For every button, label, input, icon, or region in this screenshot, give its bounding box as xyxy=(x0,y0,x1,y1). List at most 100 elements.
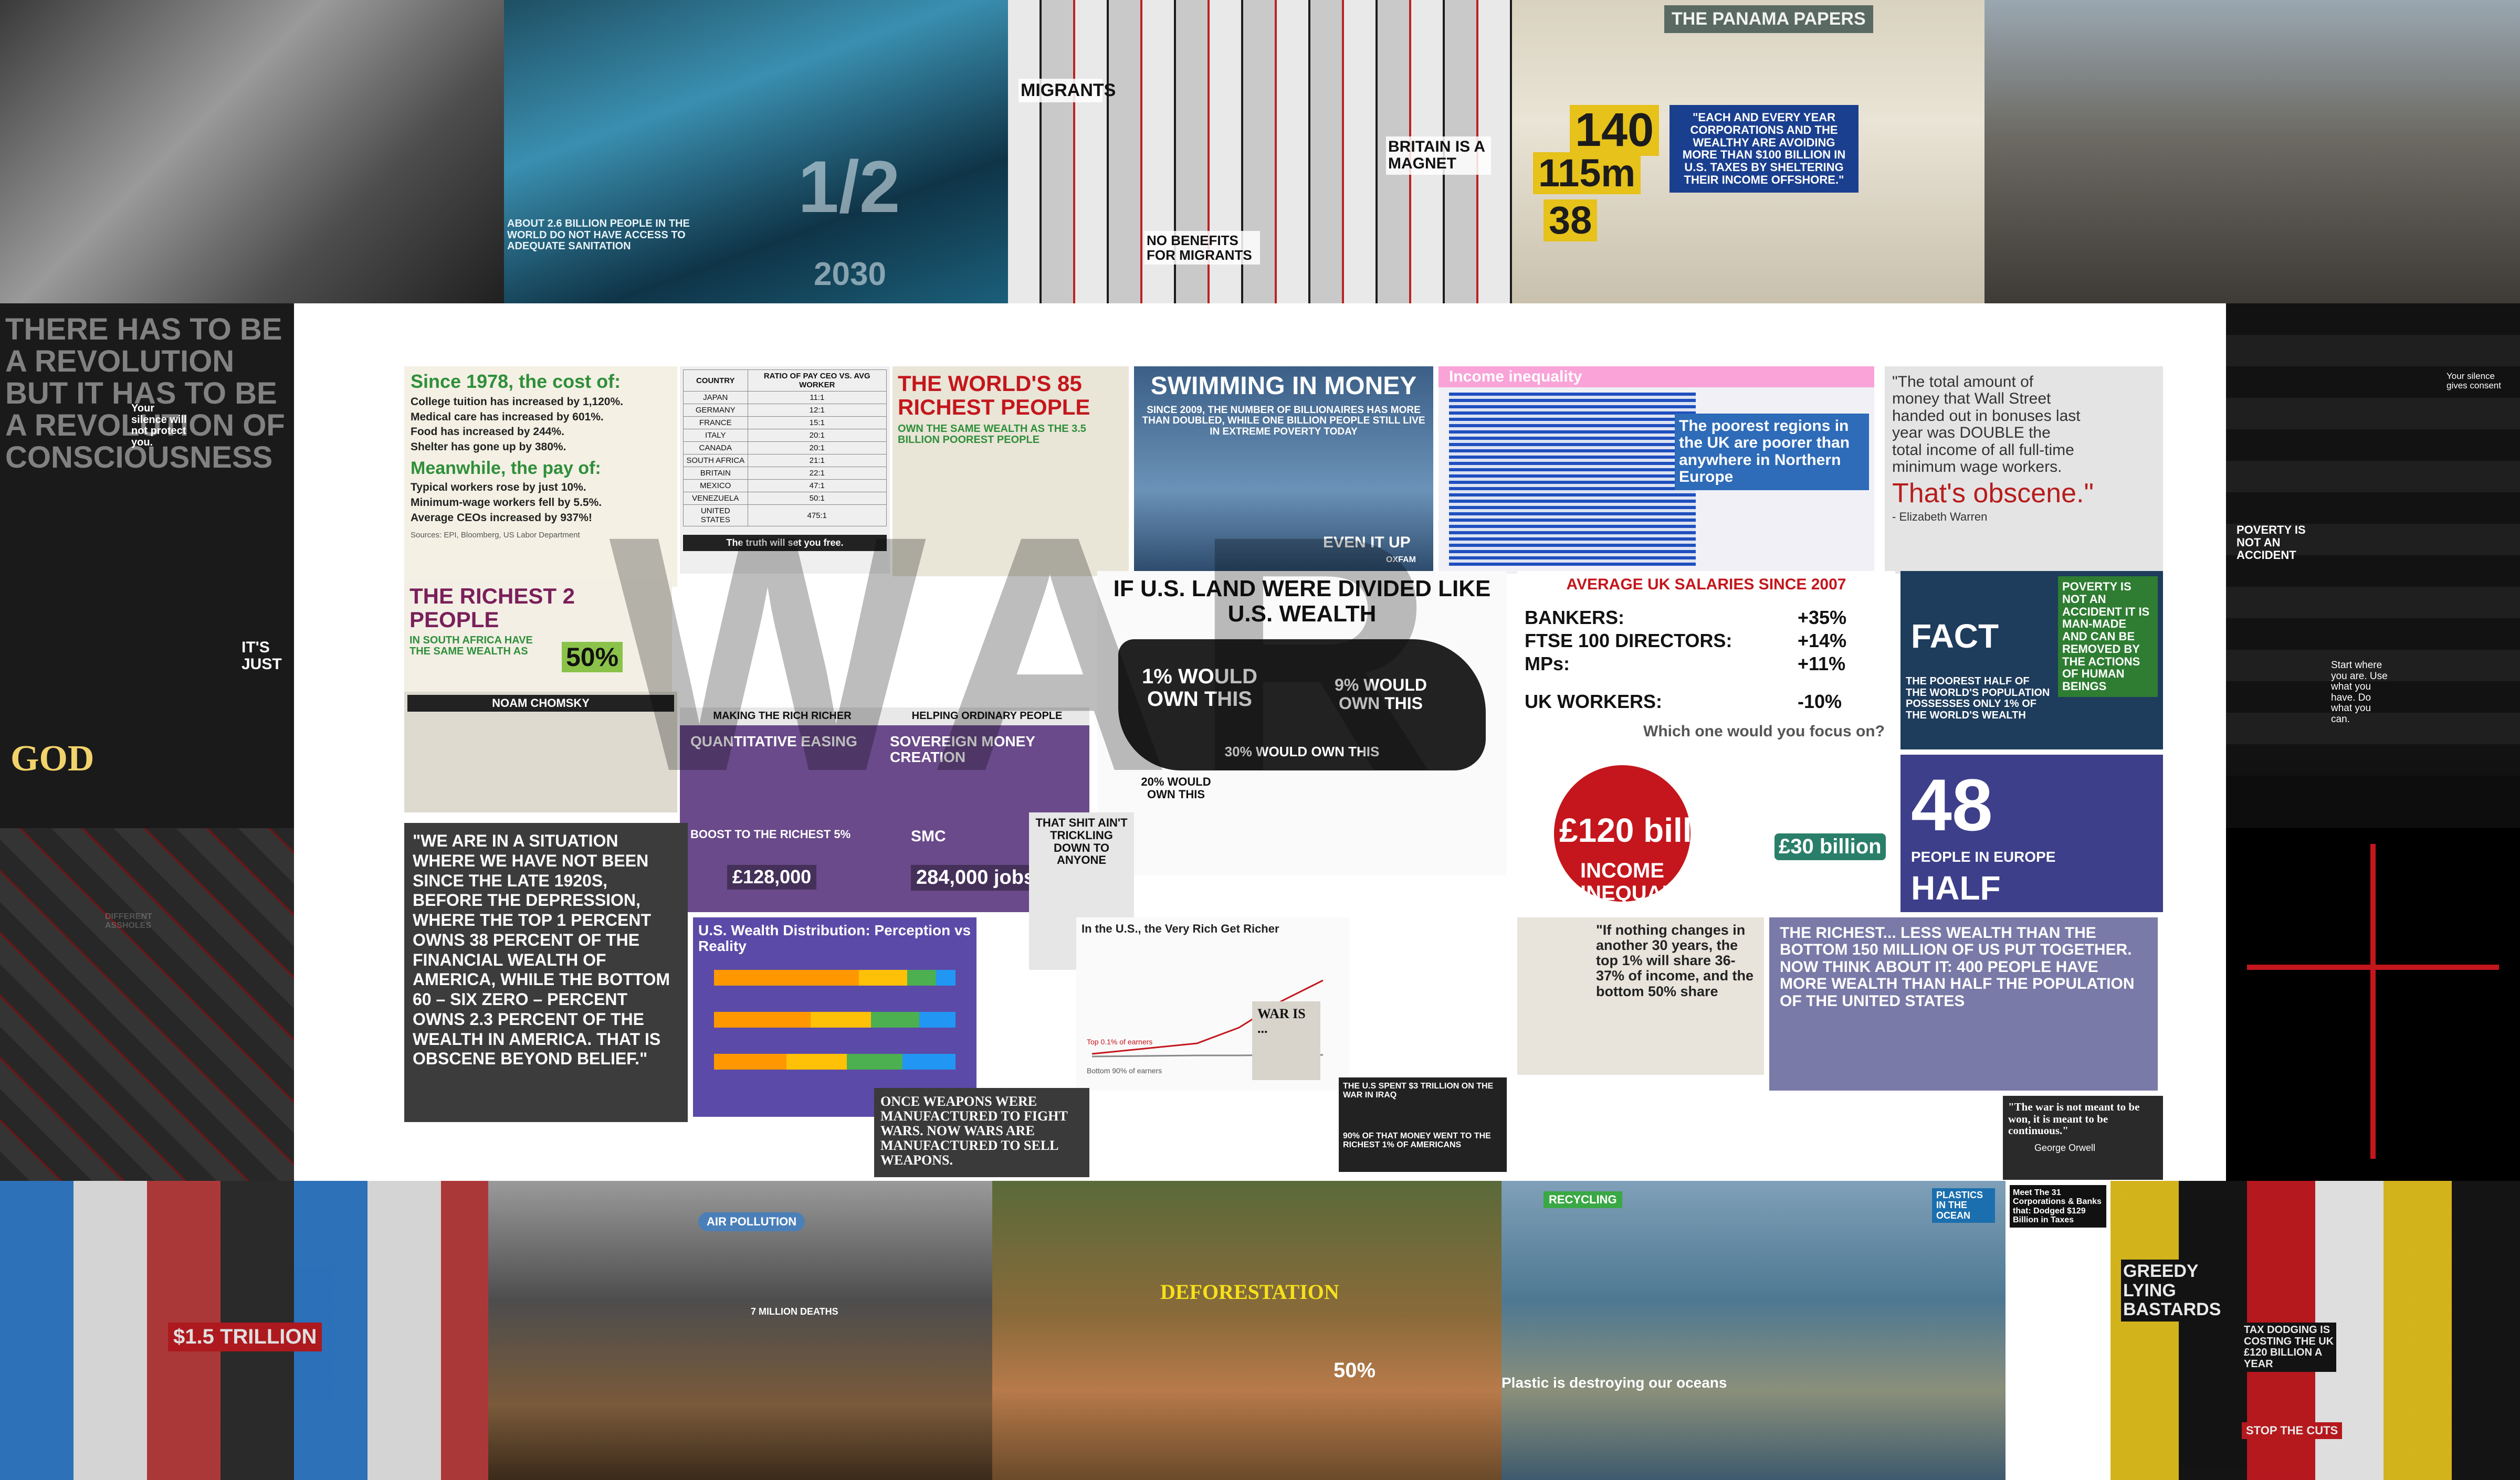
nothing-changes-quote: "If nothing changes in another 30 years,… xyxy=(1596,922,1754,999)
start-where-quote: Start where you are. Use what you have. … xyxy=(2331,660,2388,725)
richest-85-title: THE WORLD'S 85 RICHEST PEOPLE xyxy=(898,371,1090,420)
war-sign-panel: WAR IS ... xyxy=(1252,1001,1320,1080)
salary-value-ftse: +14% xyxy=(1798,630,1847,651)
silence-consent-quote: Your silence gives consent xyxy=(2446,371,2501,391)
income-inequality-title: Income inequality xyxy=(1438,366,1874,387)
table-row: SOUTH AFRICA 21:1 xyxy=(683,454,887,467)
making-rich-richer-panel: MAKING THE RICH RICHER HELPING ORDINARY … xyxy=(680,707,1089,912)
wealth-distribution-panel: U.S. Wealth Distribution: Perception vs … xyxy=(693,917,976,1117)
right-quotes-tile xyxy=(2226,303,2520,776)
table-row: FRANCE 15:1 xyxy=(683,416,887,429)
table-header-ratio: RATIO OF PAY CEO VS. AVG WORKER xyxy=(747,369,887,392)
very-rich-title: In the U.S., the Very Rich Get Richer xyxy=(1082,922,1279,935)
table-cell-ratio: 47:1 xyxy=(747,479,887,492)
table-header-country: COUNTRY xyxy=(683,369,748,392)
table-cell-country: FRANCE xyxy=(683,416,748,429)
fact-title: FACT xyxy=(1911,617,1999,655)
weapons-quote-panel: ONCE WEAPONS WERE MANUFACTURED TO FIGHT … xyxy=(874,1088,1089,1177)
income-inequality-label: INCOME INEQUALITY xyxy=(1580,859,1708,905)
trickle-sign-text: THAT SHIT AIN'T TRICKLING DOWN TO ANYONE xyxy=(1035,816,1128,867)
land-9pct: 9% WOULD OWN THIS xyxy=(1335,675,1427,713)
top-collage-band: ABOUT 2.6 BILLION PEOPLE IN THE WORLD DO… xyxy=(0,0,2520,303)
europe-48-num: 48 xyxy=(1911,764,1993,846)
table-row: CANADA 20:1 xyxy=(683,441,887,454)
richest-85-panel: THE WORLD'S 85 RICHEST PEOPLE OWN THE SA… xyxy=(892,366,1129,576)
pay-line-3: Average CEOs increased by 937%! xyxy=(411,511,592,524)
trillion-badge: $1.5 TRILLION xyxy=(168,1323,322,1352)
salary-label-ftse: FTSE 100 DIRECTORS: xyxy=(1525,630,1732,651)
us-land-divided-panel: IF U.S. LAND WERE DIVIDED LIKE U.S. WEAL… xyxy=(1097,571,1507,875)
billion-circle xyxy=(1554,765,1690,902)
uk-salaries-title: AVERAGE UK SALARIES SINCE 2007 xyxy=(1566,576,1846,593)
fifty-percent: 50% xyxy=(1334,1359,1376,1382)
table-cell-ratio: 20:1 xyxy=(747,441,887,454)
cost-line-3: Food has increased by 244%. xyxy=(411,426,564,438)
wealth-distribution-title: U.S. Wealth Distribution: Perception vs … xyxy=(698,922,971,955)
salary-value-workers: -10% xyxy=(1798,691,1842,712)
billion-value: £120 billion xyxy=(1559,811,1742,849)
plastics-ocean-tile: RECYCLING PLASTICS IN THE OCEAN Plastic … xyxy=(1502,1181,2006,1480)
swimming-sub: SINCE 2009, THE NUMBER OF BILLIONAIRES H… xyxy=(1142,404,1425,437)
richest-85-sub: OWN THE SAME WEALTH AS THE 3.5 BILLION P… xyxy=(898,422,1086,446)
deforestation-tile: DEFORESTATION 50% xyxy=(992,1181,1502,1480)
top-earners-label: Top 0.1% of earners xyxy=(1087,1038,1153,1046)
salary-value-mps: +11% xyxy=(1798,653,1846,674)
tax-billion-panel: £120 billion INCOME INEQUALITY £30 billi… xyxy=(1517,755,1895,923)
table-cell-country: ITALY xyxy=(683,429,748,442)
table-row: JAPAN 11:1 xyxy=(683,391,887,404)
income-inequality-panel: Income inequality The poorest regions in… xyxy=(1438,366,1874,574)
situation-quote: "WE ARE IN A SITUATION WHERE WE HAVE NOT… xyxy=(413,831,670,1069)
cost-line-1: College tuition has increased by 1,120%. xyxy=(411,395,623,408)
ceo-pay-ratio-table-panel: COUNTRY RATIO OF PAY CEO VS. AVG WORKER … xyxy=(680,366,890,574)
war-sign-text: WAR IS ... xyxy=(1257,1006,1306,1037)
table-row: BRITAIN 22:1 xyxy=(683,467,887,480)
recycling-label: RECYCLING xyxy=(1544,1191,1622,1208)
corporations-dodged-text: Meet The 31 Corporations & Banks that: D… xyxy=(2010,1185,2106,1228)
table-cell-ratio: 475:1 xyxy=(747,504,887,526)
its-just-text: IT'S JUST xyxy=(242,639,282,673)
uk-salaries-panel: AVERAGE UK SALARIES SINCE 2007 BANKERS: … xyxy=(1517,571,1895,749)
poverty-not-accident: POVERTY IS NOT AN ACCIDENT IT IS MAN-MAD… xyxy=(2058,576,2158,697)
richest-2-sub: IN SOUTH AFRICA HAVE THE SAME WEALTH AS xyxy=(410,634,533,658)
truth-footer: The truth will set you free. xyxy=(683,535,887,552)
sanitation-caption: ABOUT 2.6 BILLION PEOPLE IN THE WORLD DO… xyxy=(507,218,690,252)
nothing-changes-panel: "If nothing changes in another 30 years,… xyxy=(1517,917,1764,1075)
europe-48-panel: 48 PEOPLE IN EUROPE HALF xyxy=(1900,755,2163,912)
pay-line-2: Minimum-wage workers fell by 5.5%. xyxy=(411,496,602,509)
stat-38: 38 xyxy=(1544,199,1598,241)
left-collage-band: THERE HAS TO BE A REVOLUTION BUT IT HAS … xyxy=(0,303,294,1181)
us-land-title: IF U.S. LAND WERE DIVIDED LIKE U.S. WEAL… xyxy=(1113,576,1491,627)
cost-line-4: Shelter has gone up by 380%. xyxy=(411,440,566,453)
salary-rows: BANKERS: +35% FTSE 100 DIRECTORS: +14% M… xyxy=(1525,608,1882,676)
iraq-panel: THE U.S SPENT $3 TRILLION ON THE WAR IN … xyxy=(1339,1077,1507,1172)
air-pollution-label: AIR POLLUTION xyxy=(698,1212,805,1231)
making-right-title: HELPING ORDINARY PEOPLE xyxy=(885,707,1089,725)
table-cell-country: GERMANY xyxy=(683,404,748,417)
salary-label-bankers: BANKERS: xyxy=(1525,608,1625,628)
red-cross-vertical xyxy=(2370,844,2376,1159)
boost-label: BOOST TO THE RICHEST 5% xyxy=(690,828,851,841)
cost-title: Since 1978, the cost of: xyxy=(411,371,621,392)
table-cell-ratio: 22:1 xyxy=(747,467,887,480)
newspaper-headlines-tile: MIGRANTS BRITAIN IS A MAGNET NO BENEFITS… xyxy=(1008,0,1512,303)
god-text: GOD xyxy=(10,738,94,779)
tax-dodging-tile: TAX DODGING IS COSTING THE UK £120 BILLI… xyxy=(2110,1181,2520,1480)
inequality-bar-chart xyxy=(1449,393,1696,566)
swimming-in-money-panel: SWIMMING IN MONEY SINCE 2009, THE NUMBER… xyxy=(1134,366,1433,574)
half-fraction-text: 1/2 xyxy=(798,145,900,228)
iraq-text-2: 90% OF THAT MONEY WENT TO THE RICHEST 1%… xyxy=(1343,1131,1491,1149)
fact-body: THE POOREST HALF OF THE WORLD'S POPULATI… xyxy=(1906,675,2050,721)
plastic-destroying-caption: Plastic is destroying our oceans xyxy=(1502,1375,1727,1391)
smoke-collage-tile xyxy=(0,0,504,303)
warren-quote: "The total amount of money that Wall Str… xyxy=(1892,373,2081,475)
table-row: MEXICO 47:1 xyxy=(683,479,887,492)
boost-amount: £128,000 xyxy=(727,865,817,890)
jobs-count: 284,000 jobs xyxy=(911,865,1041,891)
chomsky-panel: NOAM CHOMSKY xyxy=(404,692,677,812)
table-row: GERMANY 12:1 xyxy=(683,404,887,417)
fact-panel: FACT THE POOREST HALF OF THE WORLD'S POP… xyxy=(1900,571,2163,749)
salary-question: Which one would you focus on? xyxy=(1643,723,1885,740)
migrants-headline: MIGRANTS xyxy=(1018,79,1116,102)
europe-half: HALF xyxy=(1911,869,2001,907)
richest-400-panel: THE RICHEST... LESS WEALTH THAN THE BOTT… xyxy=(1769,917,2158,1091)
